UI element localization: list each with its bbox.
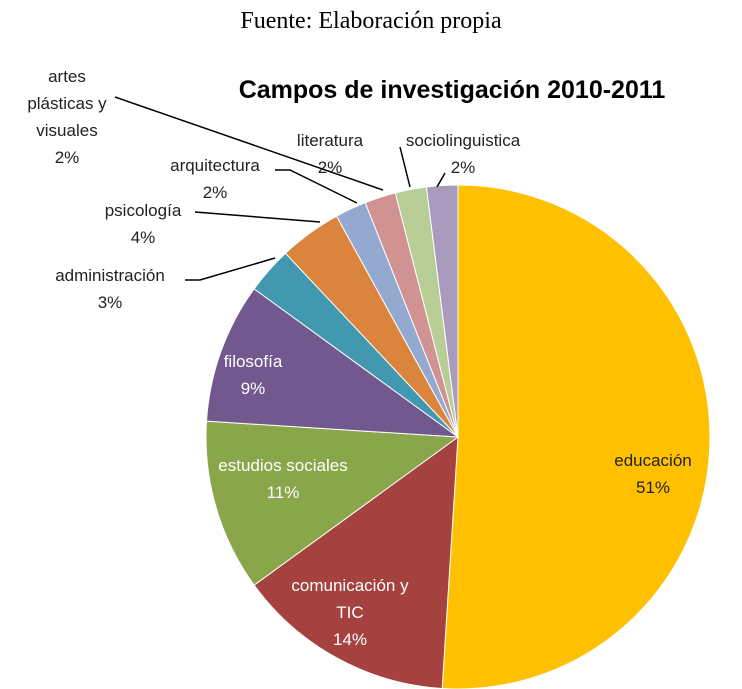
value-label: 4%: [130, 228, 156, 247]
value-label: 2%: [450, 158, 476, 177]
pie-slice: [425, 184, 459, 438]
category-label: administración: [55, 266, 165, 285]
data-label: arquitectura 2%: [155, 152, 275, 206]
value-label: 9%: [240, 379, 266, 398]
value-label: 51%: [635, 478, 671, 497]
category-label: arquitectura: [170, 156, 260, 175]
leader-line: [185, 257, 276, 281]
pie-slice: [205, 288, 460, 438]
category-label: estudios sociales: [218, 456, 348, 475]
value-label: 2%: [54, 148, 80, 167]
data-label: psicología 4%: [83, 197, 203, 251]
leader-line: [436, 172, 446, 188]
leader-line: [114, 96, 384, 191]
category-label: filosofía: [223, 352, 283, 371]
data-label: estudios sociales 11%: [198, 452, 368, 506]
pie-slice: [441, 184, 711, 689]
value-label: 2%: [202, 183, 228, 202]
data-label: literatura 2%: [290, 127, 370, 181]
pie-slice: [205, 420, 460, 586]
data-label: filosofía 9%: [203, 348, 303, 402]
data-label: artes plásticas y visuales 2%: [25, 63, 110, 171]
category-label: psicología: [104, 201, 182, 220]
pie-slice: [253, 435, 459, 689]
category-label: sociolinguistica: [405, 131, 521, 150]
leader-line: [275, 169, 358, 204]
value-label: 14%: [332, 630, 368, 649]
data-label: sociolinguistica 2%: [393, 127, 533, 181]
category-label: literatura: [296, 131, 364, 150]
chart-title: Campos de investigación 2010-2011: [238, 76, 666, 104]
category-label: comunicación y TIC: [291, 576, 409, 622]
data-label: administración 3%: [30, 262, 190, 316]
value-label: 3%: [97, 293, 123, 312]
chart-subtitle: Fuente: Elaboración propia: [240, 8, 502, 34]
value-label: 11%: [266, 483, 300, 502]
data-label: comunicación y TIC 14%: [280, 572, 420, 653]
leader-line: [194, 211, 321, 223]
category-label: educación: [614, 451, 692, 470]
leader-line: [399, 146, 411, 188]
category-label: artes plásticas y visuales: [27, 67, 107, 140]
value-label: 2%: [317, 158, 343, 177]
data-label: educación 51%: [593, 447, 713, 501]
